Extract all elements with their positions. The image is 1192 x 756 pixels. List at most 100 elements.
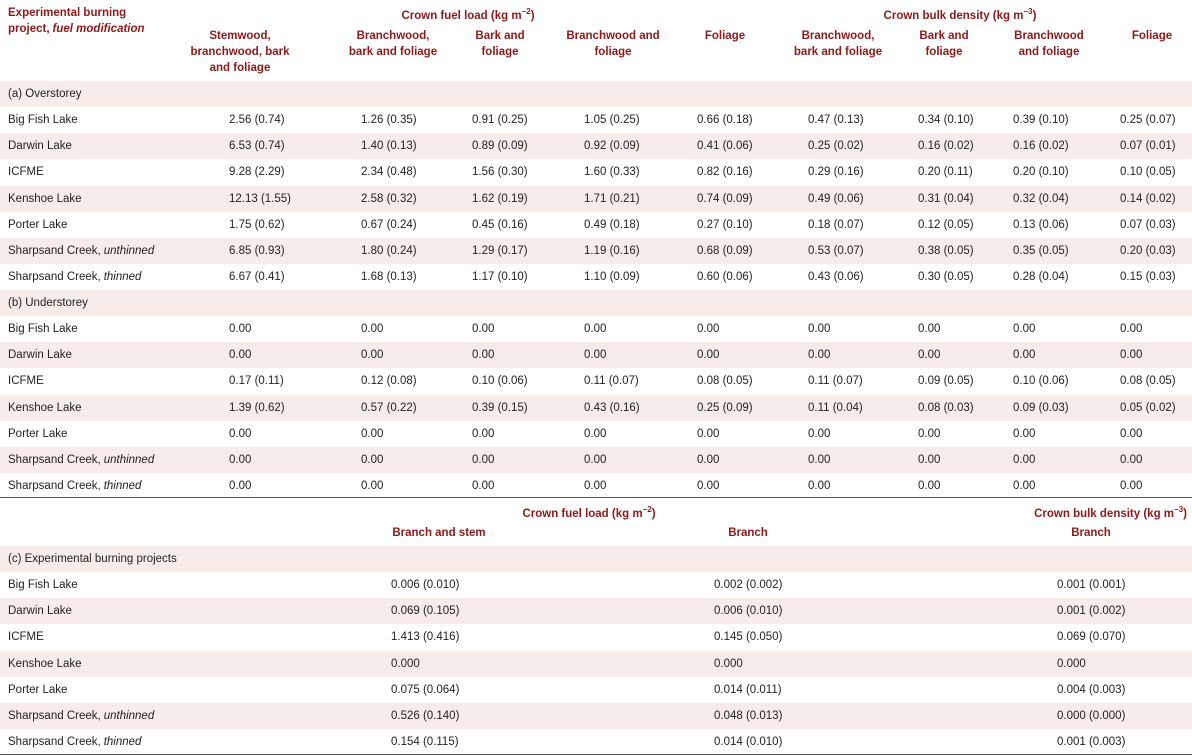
cell: 0.29 (0.16) [808,166,864,179]
cell: 0.39 (0.15) [472,401,528,414]
row-name: Porter Lake [8,683,68,696]
cell: 0.25 (0.09) [697,401,753,414]
cell: 0.43 (0.06) [808,270,864,283]
row-name: Porter Lake [8,427,68,440]
cell: 1.05 (0.25) [584,114,640,127]
row-label: Darwin Lake [8,133,72,159]
cell: 0.014 (0.010) [714,735,783,748]
row-label: Porter Lake [8,212,67,238]
cell: 1.71 (0.21) [584,192,640,205]
cell: 0.92 (0.09) [584,140,640,153]
cell: 1.19 (0.16) [584,244,640,257]
cell: 0.00 [697,427,720,440]
cell: 0.00 [697,453,720,466]
row-label: Sharpsand Creek, thinned [8,729,141,755]
row-label: Porter Lake [8,677,67,703]
row-label: ICFME [8,624,44,650]
cell: 0.069 (0.070) [1057,631,1126,644]
cell: 0.00 [808,479,831,492]
table-row: Sharpsand Creek, unthinned 6.85 (0.93) 1.80… [0,237,1192,264]
column-header: Branch [1071,527,1111,539]
cell: 0.09 (0.03) [1013,401,1069,414]
table-row: Sharpsand Creek, unthinned 0.00 0.00 0.00 0.0… [0,446,1192,473]
row-name: ICFME [8,375,44,388]
cell: 0.07 (0.01) [1120,140,1176,153]
group-text: Crown bulk density (kg m [883,9,1024,22]
group-text: Crown bulk density (kg m [1034,507,1175,520]
group-text: Crown fuel load (kg m [522,507,643,520]
cell: 2.58 (0.32) [361,192,417,205]
row-name: Kenshoe Lake [8,401,82,414]
cell: 0.002 (0.002) [714,579,783,592]
table-row: Kenshoe Lake 12.13 (1.55) 2.58 (0.32) 1.62 … [0,185,1192,212]
cell: 1.56 (0.30) [472,166,528,179]
cell: 0.20 (0.03) [1120,244,1176,257]
cell: 0.41 (0.06) [697,140,753,153]
cell: 0.10 (0.06) [1013,375,1069,388]
cell: 0.00 [1120,453,1143,466]
cell: 1.39 (0.62) [229,401,285,414]
row-modifier: thinned [103,735,142,748]
cell: 0.11 (0.07) [808,375,863,388]
cell: 0.16 (0.02) [1013,140,1069,153]
cell: 0.16 (0.02) [918,140,974,153]
rule [0,754,1192,755]
cell: 1.62 (0.19) [472,192,528,205]
cell: 1.40 (0.13) [361,140,417,153]
row-label: Big Fish Lake [8,572,78,598]
table-row: Darwin Lake 6.53 (0.74) 1.40 (0.13) 0.89 (0… [0,133,1192,160]
row-name: Sharpsand Creek, [8,479,101,492]
group-sup: −2 [642,505,652,514]
cell: 0.006 (0.010) [714,605,783,618]
group-header: Crown fuel load (kg m−2) [401,4,534,24]
column-header: Branchwood, bark and foliage [793,30,883,58]
cell: 0.001 (0.002) [1057,605,1126,618]
row-label: Sharpsand Creek, unthinned [8,447,154,473]
group-header: Crown fuel load (kg m−2) [522,502,655,522]
cell: 0.075 (0.064) [391,683,460,696]
group-header: Crown bulk density (kg m−3) [1034,502,1187,522]
column-header: Branchwood, bark and foliage [348,30,438,58]
cell: 0.91 (0.25) [472,114,528,127]
cell: 0.006 (0.010) [391,579,460,592]
cell: 0.27 (0.10) [697,218,753,231]
row-label: Sharpsand Creek, thinned [8,264,141,290]
group-sup: −3 [1023,7,1033,16]
table-row: Darwin Lake 0.069 (0.105) 0.006 (0.010) 0.0… [0,598,1192,625]
section-title: (a) Overstorey [8,88,82,100]
cell: 0.10 (0.06) [472,375,528,388]
cell: 0.57 (0.22) [361,401,417,414]
cell: 0.00 [229,427,252,440]
row-name: Sharpsand Creek, [8,735,101,748]
row-label: Darwin Lake [8,598,72,624]
row-modifier: thinned [103,270,142,283]
cell: 0.31 (0.04) [918,192,974,205]
column-header: Bark and foliage [919,30,969,58]
cell: 0.00 [361,323,384,336]
cell: 0.000 [391,657,420,670]
cell: 0.53 (0.07) [808,244,864,257]
row-name: ICFME [8,166,44,179]
cell: 0.00 [697,323,720,336]
cell: 1.75 (0.62) [229,218,285,231]
cell: 12.13 (1.55) [229,192,292,205]
cell: 0.00 [1120,479,1143,492]
column-header: Foliage [1131,30,1173,42]
cell: 0.32 (0.04) [1013,192,1069,205]
cell: 0.12 (0.08) [361,375,417,388]
cell: 0.12 (0.05) [918,218,974,231]
table-row: ICFME 0.17 (0.11) 0.12 (0.08) 0.10 (0.06) 0.… [0,368,1192,394]
row-label: Sharpsand Creek, unthinned [8,238,154,264]
cell: 0.00 [1013,453,1036,466]
cell: 0.38 (0.05) [918,244,974,257]
project-italic: fuel modification [52,23,145,35]
row-name: Big Fish Lake [8,323,78,336]
row-name: Sharpsand Creek, [8,453,101,466]
table-row: Big Fish Lake 0.006 (0.010) 0.002 (0.002) 0… [0,572,1192,598]
cell: 0.00 [229,479,252,492]
table-row: Darwin Lake 0.00 0.00 0.00 0.00 0.00 0.00 0.00 0… [0,342,1192,369]
cell: 0.154 (0.115) [391,735,459,748]
cell: 0.00 [918,453,941,466]
group-close: ) [530,9,535,22]
